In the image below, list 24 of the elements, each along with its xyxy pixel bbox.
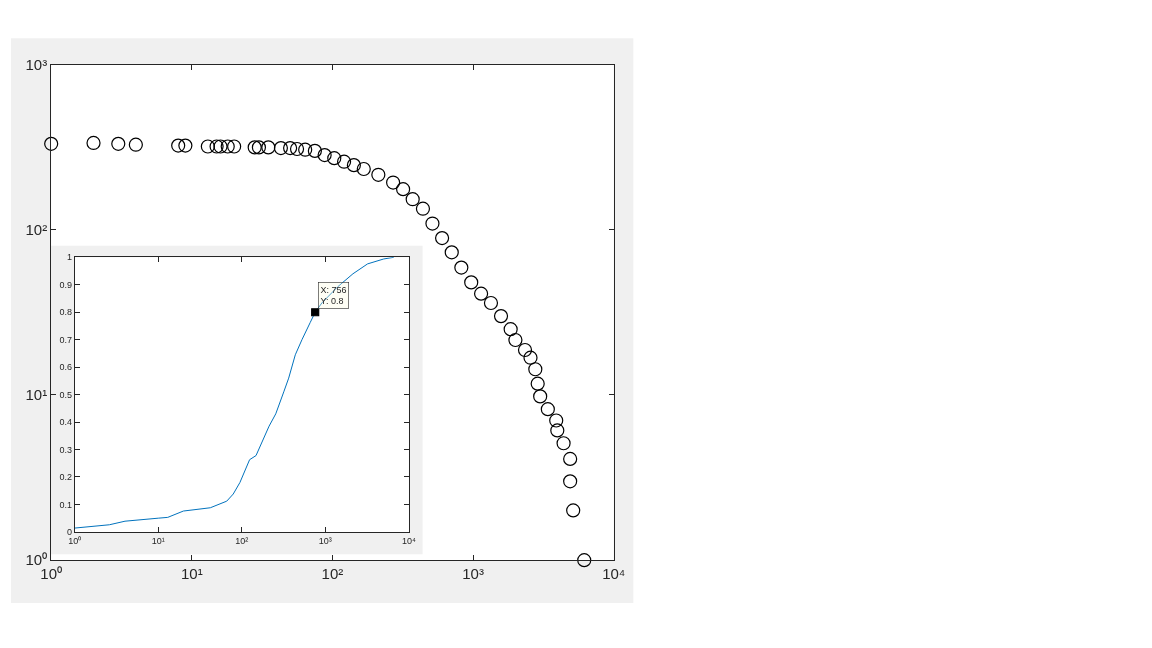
y-tick-label: 0: [66, 527, 72, 538]
y-tick-label: 0.4: [59, 417, 72, 428]
y-tick-label: 10⁰: [25, 551, 48, 569]
y-tick-label: 10³: [25, 55, 48, 73]
x-tick-label: 10¹: [151, 535, 165, 546]
x-tick-label: 10²: [235, 535, 249, 546]
x-tick-label: 10¹: [180, 565, 203, 583]
y-tick-label: 0.7: [59, 334, 72, 345]
x-tick-label: 10⁴: [401, 535, 416, 546]
x-tick-label: 10⁴: [602, 565, 626, 583]
y-tick-label: 0.1: [59, 499, 72, 510]
y-tick-label: 10¹: [25, 386, 48, 404]
x-tick-label: 10³: [462, 565, 484, 583]
x-tick-label: 10²: [321, 565, 344, 583]
y-tick-label: 0.5: [59, 389, 72, 400]
y-tick-label: 1: [66, 252, 72, 263]
x-tick-label: 10³: [318, 535, 332, 546]
annotation: X: 756 Y: 0.8: [320, 284, 347, 307]
y-tick-label: 10²: [25, 220, 48, 238]
y-tick-label: 0.8: [59, 307, 72, 318]
y-tick-label: 0.3: [59, 444, 72, 455]
y-tick-label: 0.9: [59, 279, 72, 290]
y-tick-label: 0.6: [59, 362, 72, 373]
y-tick-label: 0.2: [59, 472, 72, 483]
